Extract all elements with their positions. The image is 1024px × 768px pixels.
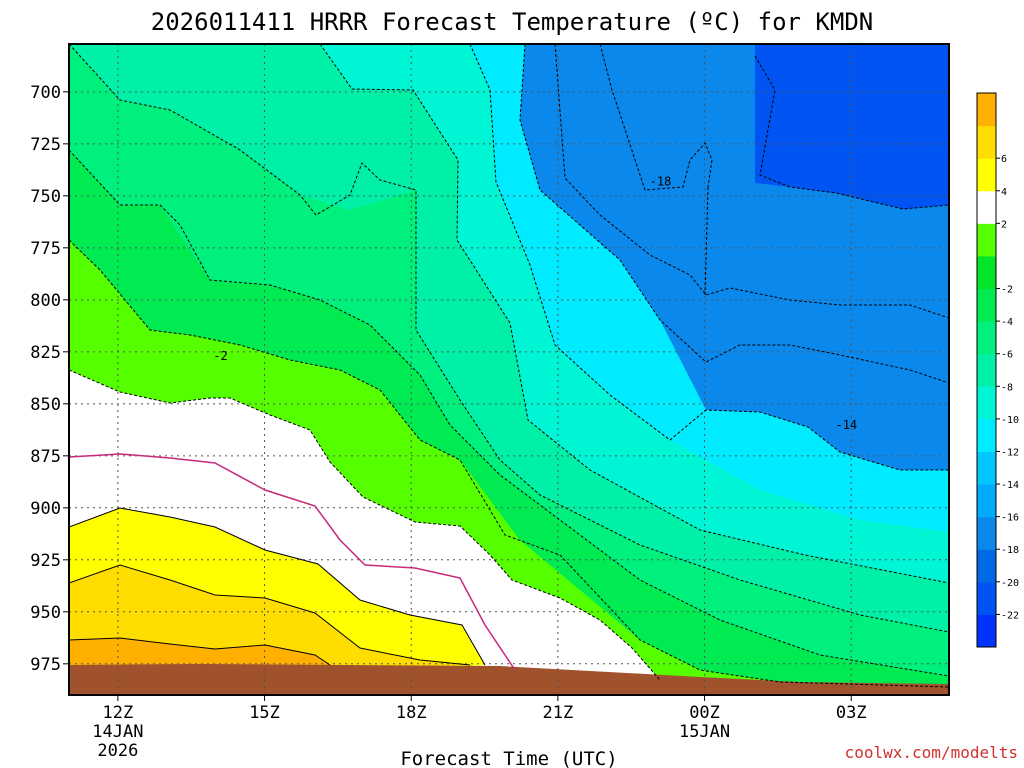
x-tick-label-2: 18Z [396,703,427,723]
colorbar-swatch-11 [977,255,996,290]
x-tick-label-1: 15Z [249,703,280,723]
colorbar-swatch-5 [977,451,996,485]
colorbar-swatch-1 [977,581,996,615]
y-tick-label-800: 800 [30,291,61,311]
contour-minus10 [319,44,949,584]
contour-label-2: -14 [835,418,857,432]
contour-0-freezing [69,453,516,671]
y-tick-label-775: 775 [30,239,61,259]
y-tick-label-925: 925 [30,551,61,571]
y-tick-label-750: 750 [30,187,61,207]
colorbar-label-13: 6 [1001,154,1007,165]
y-tick-label-825: 825 [30,343,61,363]
contour-label-1: -18 [650,174,672,188]
y-tick-label-900: 900 [30,499,61,519]
colorbar-label-8: -6 [1001,350,1013,361]
colorbar-label-6: -10 [1001,415,1019,426]
contour-minus16b [704,186,709,296]
temperature-fill-regions [69,44,949,695]
colorbar-label-1: -20 [1001,578,1019,589]
contour-plus2 [69,507,486,666]
colorbar-label-5: -12 [1001,447,1019,458]
contour-label-0: -2 [213,349,227,363]
terrain-ground [69,664,949,695]
colorbar-swatch-4 [977,484,996,518]
colorbar-swatch-3 [977,516,996,550]
contour-plus6 [69,637,331,666]
x-tick-label-3: 21Z [543,703,574,723]
contour-minus8 [69,44,949,633]
contour-minus12 [469,44,949,471]
contour-minus18 [599,44,713,191]
colorbar-swatch-6 [977,418,996,452]
colorbar-label-10: -2 [1001,285,1013,296]
colorbar-swatch-13 [977,190,996,224]
colorbar-swatch-12 [977,223,996,257]
colorbar-swatch-10 [977,288,996,322]
colorbar-swatch-9 [977,321,996,355]
y-tick-label-950: 950 [30,603,61,623]
contour-lines [69,44,949,688]
colorbar-label-3: -16 [1001,513,1019,524]
y-axis: 700 725 750 775 800 825 850 875 900 925 950 975 [30,83,69,675]
colorbar-label-0: -22 [1001,610,1019,621]
x-tick-date-0: 14JAN [92,722,143,742]
contour-value-labels: -2 -18 -14 [213,174,857,431]
colorbar-label-9: -4 [1001,317,1013,328]
colorbar-frame [976,92,997,648]
colorbar-label-11: 2 [1001,219,1007,230]
contour-minus14 [519,44,949,384]
colorbar-swatch-16 [977,93,996,127]
x-tick-year-0: 2026 [97,741,138,761]
x-tick-label-4: 00Z [689,703,720,723]
y-tick-label-700: 700 [30,83,61,103]
colorbar-label-12: 4 [1001,187,1007,198]
colorbar-swatch-0 [977,614,996,648]
contour-minus4 [69,239,949,688]
fill-below-minus20 [755,44,949,209]
x-tick-label-5: 03Z [836,703,867,723]
y-tick-label-850: 850 [30,395,61,415]
x-tick-label-0: 12Z [103,703,134,723]
y-tick-label-875: 875 [30,447,61,467]
fill-minus18-to-minus16 [600,44,755,190]
colorbar-label-2: -18 [1001,545,1019,556]
contour-plus4 [69,564,471,666]
chart-title: 2026011411 HRRR Forecast Temperature (ºC… [151,8,873,36]
colorbar-swatch-2 [977,549,996,583]
colorbar-swatch-8 [977,353,996,387]
y-tick-label-975: 975 [30,655,61,675]
colorbar-swatch-14 [977,158,996,192]
y-tick-label-725: 725 [30,135,61,155]
colorbar-swatch-7 [977,386,996,420]
plot-frame [68,43,950,696]
colorbar-label-7: -8 [1001,382,1013,393]
x-axis-title: Forecast Time (UTC) [400,748,617,768]
colorbar-label-4: -14 [1001,480,1019,491]
x-tick-date-4: 15JAN [679,722,730,742]
credit-link[interactable]: coolwx.com/modelts [845,743,1018,762]
grid-lines [69,44,949,695]
colorbar-swatch-15 [977,125,996,159]
